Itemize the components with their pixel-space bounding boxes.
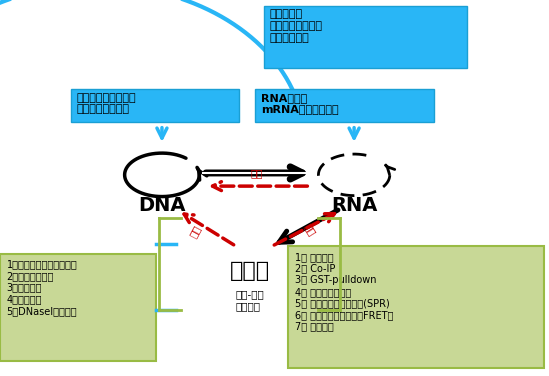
- Text: 表观遗传调控研究：
如甲基化、乙酰化: 表观遗传调控研究： 如甲基化、乙酰化: [77, 93, 137, 114]
- FancyBboxPatch shape: [255, 89, 434, 122]
- Text: 蛋白-蛋白
相互作用: 蛋白-蛋白 相互作用: [236, 290, 264, 311]
- FancyBboxPatch shape: [264, 6, 467, 68]
- FancyBboxPatch shape: [288, 246, 544, 368]
- Text: 翻译: 翻译: [302, 221, 318, 237]
- Text: DNA: DNA: [138, 196, 186, 215]
- Text: 1）染色质免疫共沉淀技术
2）体内足迹试验
3）酵母单杂
4）凝胶阻滞
5）DNaseI足迹试验: 1）染色质免疫共沉淀技术 2）体内足迹试验 3）酵母单杂 4）凝胶阻滞 5）DN…: [7, 259, 77, 316]
- Text: RNA: RNA: [331, 196, 377, 215]
- FancyBboxPatch shape: [0, 254, 156, 361]
- FancyBboxPatch shape: [71, 89, 239, 122]
- Text: 转录调控：
如转录起始复合物
的募集和调节: 转录调控： 如转录起始复合物 的募集和调节: [269, 9, 322, 42]
- Text: RNA水平：
mRNA的选择性剪接: RNA水平： mRNA的选择性剪接: [261, 93, 338, 114]
- Text: 蛋白质: 蛋白质: [229, 261, 270, 281]
- Text: 逆转: 逆转: [250, 168, 262, 179]
- Text: 1） 酵母双杂
2） Co-IP
3） GST-pulldown
4） 噬菌体展示技术
5） 表面等离子共振技术(SPR)
6） 荧光共振能量转移（FRET）
: 1） 酵母双杂 2） Co-IP 3） GST-pulldown 4） 噬菌体展…: [295, 252, 393, 332]
- Text: 翻译: 翻译: [188, 223, 202, 239]
